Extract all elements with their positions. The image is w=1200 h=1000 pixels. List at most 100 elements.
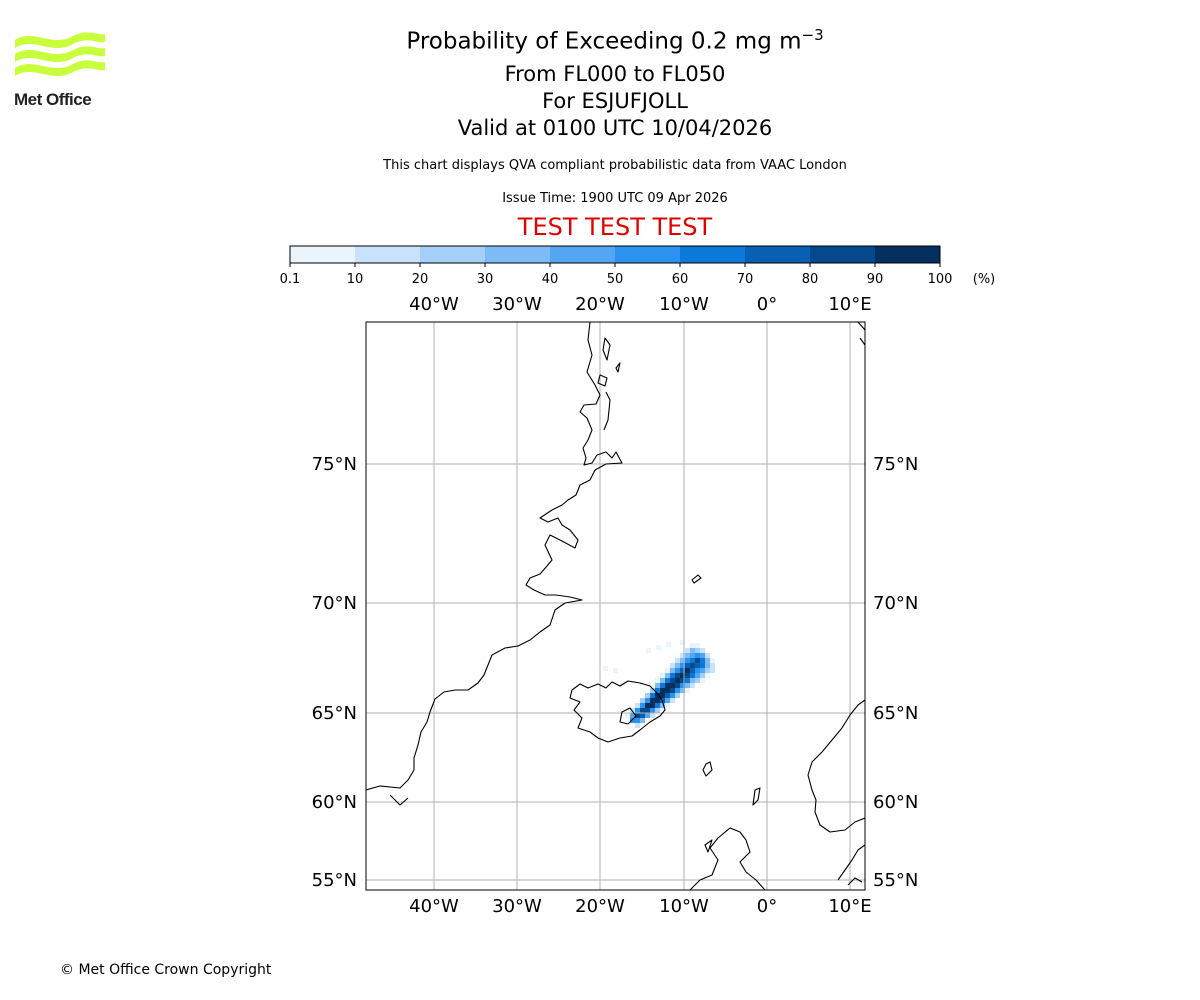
probability-cell xyxy=(645,713,650,718)
colorbar: 0.1 10 20 30 40 50 60 70 80 90 100 (%) xyxy=(280,246,996,287)
probability-cell xyxy=(640,713,645,718)
probability-cell xyxy=(685,678,690,683)
probability-cell xyxy=(645,698,650,703)
probability-cell xyxy=(685,648,690,653)
probability-cell xyxy=(690,663,695,668)
map-figure: 0.1 10 20 30 40 50 60 70 80 90 100 (%) xyxy=(0,0,1200,1000)
probability-cell xyxy=(675,683,680,688)
probability-cell xyxy=(665,678,670,683)
probability-cell xyxy=(670,678,675,683)
probability-cell xyxy=(705,658,710,663)
probability-cell xyxy=(685,663,690,668)
longitude-label: 20°W xyxy=(575,896,625,917)
probability-cell xyxy=(670,693,675,698)
longitude-labels-top: 40°W 30°W 20°W 10°W 0° 10°E xyxy=(409,294,871,315)
latitude-label: 75°N xyxy=(312,454,357,475)
probability-cell xyxy=(710,663,715,668)
probability-cell xyxy=(700,658,705,663)
probability-cell xyxy=(665,673,670,678)
probability-cell xyxy=(665,688,670,693)
probability-cell xyxy=(685,673,690,678)
probability-cell xyxy=(665,668,670,673)
latitude-label: 55°N xyxy=(873,870,918,891)
probability-cell xyxy=(640,703,645,708)
probability-cell xyxy=(645,703,650,708)
colorbar-tick-label: 20 xyxy=(412,272,429,287)
longitude-label: 40°W xyxy=(409,896,459,917)
longitude-label: 30°W xyxy=(492,294,542,315)
colorbar-cell xyxy=(420,246,486,263)
longitude-labels-bottom: 40°W 30°W 20°W 10°W 0° 10°E xyxy=(409,896,871,917)
probability-cell xyxy=(705,668,710,673)
probability-cell xyxy=(655,678,660,683)
probability-cell xyxy=(700,668,705,673)
probability-cell xyxy=(655,703,660,708)
map: 40°W 30°W 20°W 10°W 0° 10°E 40°W 30°W 20°W 10°W 0… xyxy=(312,294,919,917)
probability-cell xyxy=(645,708,650,713)
probability-cell xyxy=(665,693,670,698)
probability-cell xyxy=(670,698,675,703)
probability-cell xyxy=(690,653,695,658)
probability-cell xyxy=(710,668,715,673)
probability-cell xyxy=(650,698,655,703)
colorbar-cell xyxy=(485,246,551,263)
colorbar-cell xyxy=(550,246,616,263)
probability-cell xyxy=(670,683,675,688)
longitude-label: 20°W xyxy=(575,294,625,315)
probability-cell xyxy=(640,698,645,703)
probability-cell xyxy=(675,668,680,673)
probability-cell xyxy=(635,718,640,723)
probability-cell xyxy=(656,645,661,650)
probability-cell xyxy=(660,688,665,693)
probability-cell xyxy=(670,673,675,678)
probability-cell xyxy=(625,713,630,718)
probability-cell xyxy=(650,708,655,713)
probability-cell xyxy=(660,683,665,688)
colorbar-unit: (%) xyxy=(973,272,996,287)
colorbar-tick-label: 60 xyxy=(672,272,689,287)
colorbar-cell xyxy=(745,246,811,263)
probability-cell xyxy=(655,698,660,703)
latitude-label: 75°N xyxy=(873,454,918,475)
probability-cell xyxy=(700,673,705,678)
probability-cell xyxy=(640,718,645,723)
longitude-label: 40°W xyxy=(409,294,459,315)
probability-cell xyxy=(695,663,700,668)
probability-cell xyxy=(635,723,640,728)
probability-cell xyxy=(700,678,705,683)
probability-cell xyxy=(675,693,680,698)
probability-cell xyxy=(695,673,700,678)
latitude-labels-left: 75°N70°N65°N60°N55°N xyxy=(312,454,357,891)
copyright-notice: © Met Office Crown Copyright xyxy=(60,962,271,978)
probability-cell xyxy=(660,673,665,678)
colorbar-tick-label: 80 xyxy=(802,272,819,287)
latitude-label: 60°N xyxy=(873,792,918,813)
probability-cell xyxy=(690,673,695,678)
colorbar-cell xyxy=(355,246,421,263)
probability-cell xyxy=(613,668,618,673)
probability-cell xyxy=(670,668,675,673)
longitude-label: 30°W xyxy=(492,896,542,917)
longitude-label: 10°E xyxy=(828,896,871,917)
colorbar-tick-label: 100 xyxy=(928,272,953,287)
probability-cell xyxy=(695,668,700,673)
probability-cell xyxy=(655,683,660,688)
colorbar-tick-label: 0.1 xyxy=(280,272,301,287)
probability-cell xyxy=(650,713,655,718)
probability-cell xyxy=(710,658,715,663)
probability-cell xyxy=(675,658,680,663)
probability-cell xyxy=(603,666,608,671)
probability-cell xyxy=(685,688,690,693)
latitude-label: 55°N xyxy=(312,870,357,891)
colorbar-tick-label: 90 xyxy=(867,272,884,287)
probability-cell xyxy=(675,678,680,683)
probability-cell xyxy=(695,658,700,663)
map-background xyxy=(366,322,865,890)
probability-cell xyxy=(690,643,695,648)
probability-cell xyxy=(705,663,710,668)
probability-cell xyxy=(700,653,705,658)
longitude-label: 10°W xyxy=(659,294,709,315)
colorbar-cell xyxy=(810,246,876,263)
probability-cell xyxy=(670,663,675,668)
probability-cell xyxy=(695,648,700,653)
